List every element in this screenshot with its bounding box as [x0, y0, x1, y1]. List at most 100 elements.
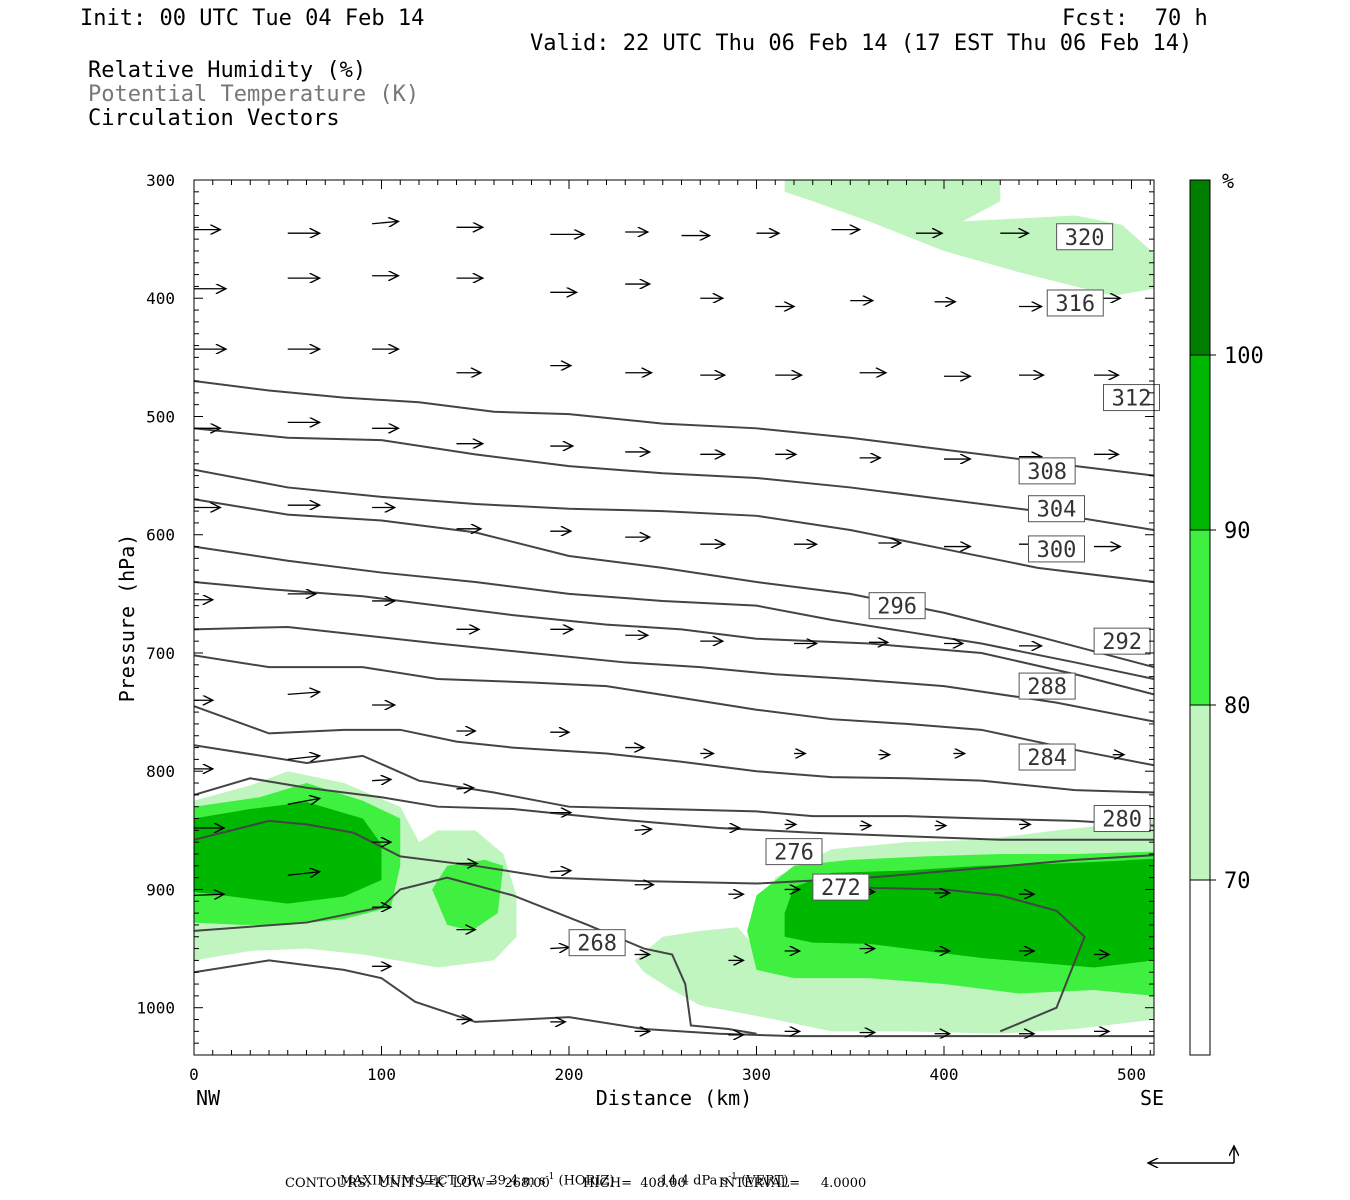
colorbar-label: 70	[1224, 869, 1251, 894]
horiz-exponent: -1	[545, 1172, 555, 1182]
contour-label-box-300	[1028, 535, 1085, 563]
theta-contour-280	[194, 777, 1154, 841]
x-tick-label: 400	[930, 1065, 959, 1084]
theta-contour-292	[194, 654, 1154, 767]
theta-contour-304	[194, 545, 1154, 680]
colorbar-label: 80	[1224, 694, 1251, 719]
valid-time: Valid: 22 UTC Thu 06 Feb 14 (17 EST Thu …	[530, 31, 1193, 56]
contour-label-316: 316	[1055, 292, 1095, 317]
contour-label-box-316	[1046, 289, 1104, 317]
y-tick-label: 800	[146, 762, 175, 781]
theta-contour-296	[194, 625, 1154, 723]
max-vector-vert: 14.4 dPa s	[660, 1173, 729, 1189]
vert-suffix: (VERT)	[737, 1173, 789, 1189]
circulation-vector	[456, 788, 474, 789]
init-time: Init: 00 UTC Tue 04 Feb 14	[80, 6, 425, 31]
contour-label-box-312	[1103, 384, 1160, 412]
rh-shading	[194, 180, 1154, 1034]
y-tick-label: 700	[146, 644, 175, 663]
contour-label-box-284	[1018, 743, 1076, 771]
circulation-vector	[287, 798, 320, 804]
contour-labels: 268 272 276 280 284 288 292 296 300 304 308 312 316 3…	[568, 223, 1160, 957]
contour-info: CONTOURS: UNITS=K LOW= 268.00 HIGH= 408.…	[285, 1176, 867, 1191]
contour-label-box-288	[1018, 672, 1076, 700]
circulation-vector	[287, 692, 320, 694]
contour-label-300: 300	[1037, 538, 1077, 563]
contour-label-296: 296	[877, 595, 917, 620]
x-tick-label: 0	[189, 1065, 199, 1084]
contour-label-box-292	[1093, 627, 1151, 655]
x-tick-label: 500	[1117, 1065, 1146, 1084]
y-tick-label: 900	[146, 880, 175, 899]
y-tick-label: 1000	[136, 999, 175, 1018]
vector-scale-key	[1148, 1146, 1234, 1163]
theta-contour-308	[194, 498, 1154, 669]
circulation-vector	[372, 221, 398, 223]
circulation-vector	[550, 947, 569, 948]
x-end-right: SE	[1140, 1086, 1164, 1110]
y-tick-label: 400	[146, 289, 175, 308]
theta-contour-312	[194, 468, 1154, 584]
circulation-vector	[634, 829, 652, 830]
contour-label-276: 276	[774, 841, 814, 866]
contour-label-268: 268	[577, 932, 617, 957]
theta-contour-320	[194, 380, 1154, 477]
y-tick-label: 300	[146, 171, 175, 190]
contour-label-280: 280	[1102, 808, 1142, 833]
rh-region-90	[194, 801, 382, 904]
circulation-vector	[287, 756, 320, 760]
circulation-vector	[287, 872, 320, 876]
x-tick-label: 300	[742, 1065, 771, 1084]
contour-label-box-276	[765, 838, 823, 866]
contour-label-284: 284	[1027, 746, 1067, 771]
y-tick-label: 600	[146, 526, 175, 545]
contour-label-312: 312	[1112, 387, 1152, 412]
rh-region-70	[784, 180, 1154, 296]
theta-contour-284	[194, 744, 1154, 827]
theta-contour-276	[194, 819, 1154, 885]
colorbar-segment	[1189, 179, 1211, 356]
contour-label-box-308	[1018, 457, 1076, 485]
colorbar-segment	[1189, 354, 1211, 531]
x-axis-label: Distance (km)	[596, 1086, 753, 1110]
max-vector-horiz: 39.4 m s	[489, 1173, 546, 1189]
circulation-vector	[550, 871, 571, 872]
contour-label-box-280	[1093, 805, 1151, 833]
axes: 0 100 200 300 400 500 300 400 500 600 700 800 900 100…	[136, 171, 1154, 1084]
contour-label-308: 308	[1027, 460, 1067, 485]
field-label-theta: Potential Temperature (K)	[88, 82, 420, 107]
y-tick-label: 500	[146, 407, 175, 426]
contour-label-box-272	[812, 873, 870, 901]
theta-contour-288	[194, 705, 1154, 794]
max-vector-label: MAXIMUM VECTOR:	[340, 1173, 482, 1189]
colorbar-segment	[1189, 529, 1211, 706]
forecast-hour: Fcst: 70 h	[1062, 6, 1208, 31]
contour-label-288: 288	[1027, 675, 1067, 700]
contour-label-292: 292	[1102, 630, 1142, 655]
theta-contour-316	[194, 427, 1154, 531]
contour-label-box-304	[1028, 495, 1085, 523]
circulation-vector	[372, 779, 391, 780]
colorbar-unit: %	[1222, 169, 1234, 193]
contour-label-box-320	[1056, 223, 1114, 251]
x-tick-label: 200	[555, 1065, 584, 1084]
horiz-suffix: (HORIZ)	[554, 1173, 615, 1189]
circulation-vector	[194, 894, 224, 895]
x-end-left: NW	[196, 1086, 221, 1110]
colorbar-segment	[1189, 704, 1211, 881]
colorbar-segment	[1189, 879, 1211, 1056]
colorbar-label: 90	[1224, 519, 1251, 544]
contour-label-304: 304	[1037, 498, 1077, 523]
theta-contour-300	[194, 581, 1154, 696]
colorbar: % 70 80 90 100	[1189, 169, 1264, 1056]
contour-label-box-268	[568, 929, 626, 957]
y-axis-label: Pressure (hPa)	[115, 534, 139, 703]
contour-label-320: 320	[1065, 226, 1105, 251]
x-tick-label: 100	[367, 1065, 396, 1084]
vert-exponent: -1	[728, 1172, 737, 1182]
rh-region-90	[784, 858, 1154, 968]
field-label-vectors: Circulation Vectors	[88, 106, 340, 131]
colorbar-label: 100	[1224, 344, 1264, 369]
max-vector-line: MAXIMUM VECTOR: 39.4 m s-1 (HORIZ) 14.4 …	[340, 1157, 788, 1188]
contour-label-box-296	[868, 592, 926, 620]
